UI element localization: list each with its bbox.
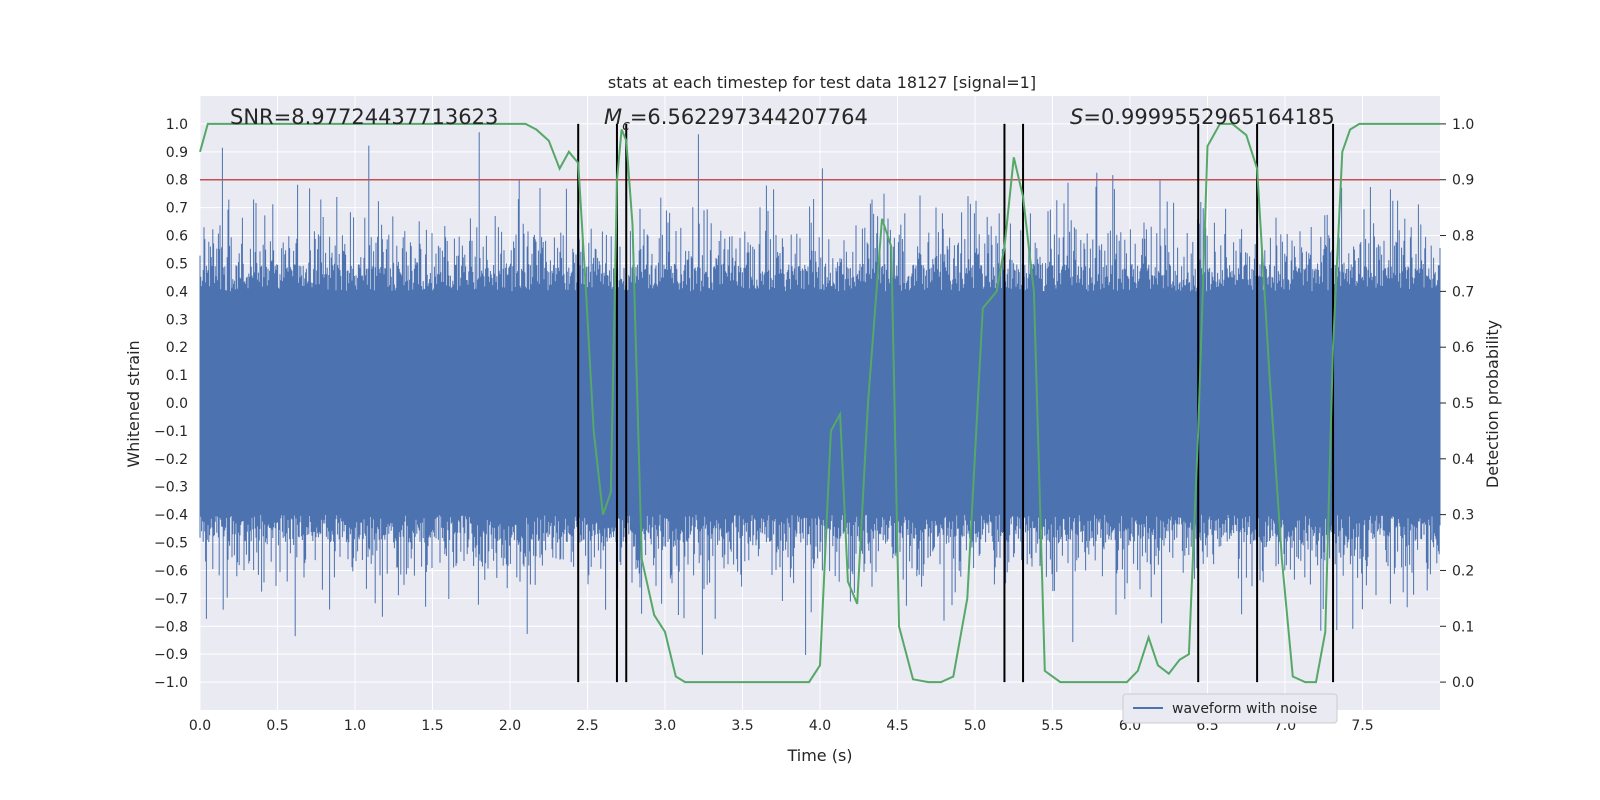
waveform-line	[199, 132, 1441, 655]
legend: waveform with noise	[1122, 693, 1338, 724]
y2-tick-label: 1.0	[1452, 117, 1474, 133]
statistic-symbol: S	[1070, 105, 1083, 129]
y-tick-label: −0.2	[154, 452, 188, 468]
chirp-mass-value: =6.562297344207764	[630, 105, 868, 129]
y-tick-label: −1.0	[154, 675, 188, 691]
legend-label: waveform with noise	[1172, 701, 1317, 717]
y-tick-label: −0.7	[154, 591, 188, 607]
x-tick-label: 5.0	[964, 718, 986, 734]
y-tick-label: −0.3	[154, 480, 188, 496]
statistic-value: =0.9999552965164185	[1083, 105, 1334, 129]
x-tick-label: 1.0	[344, 718, 366, 734]
chirp-mass-annotation: Mc=6.562297344207764	[604, 105, 868, 134]
y-tick-label: −0.9	[154, 647, 188, 663]
y-tick-label: 0.5	[166, 256, 188, 272]
statistic-annotation: S=0.9999552965164185	[1070, 105, 1335, 129]
x-tick-label: 4.5	[886, 718, 908, 734]
chirp-mass-symbol: M	[604, 105, 622, 129]
y2-tick-label: 0.1	[1452, 619, 1474, 635]
x-tick-label: 5.5	[1041, 718, 1063, 734]
y2-tick-label: 0.3	[1452, 508, 1474, 524]
waveform-series	[199, 132, 1441, 655]
x-tick-label: 1.5	[421, 718, 443, 734]
x-tick-label: 0.5	[266, 718, 288, 734]
y-tick-label: 0.3	[166, 312, 188, 328]
y-tick-label: 0.0	[166, 396, 188, 412]
y-tick-label: 1.0	[166, 117, 188, 133]
y-tick-label: 0.8	[166, 173, 188, 189]
y2-tick-label: 0.9	[1452, 173, 1474, 189]
x-tick-label: 3.5	[731, 718, 753, 734]
y2-tick-labels: 1.0 0.9 0.8 0.7 0.6 0.5 0.4 0.3 0.2 0.1 0.0	[1440, 117, 1474, 691]
snr-annotation: SNR=8.97724437713623	[230, 105, 498, 129]
y-tick-label: 0.7	[166, 201, 188, 217]
y-tick-label: 0.4	[166, 284, 188, 300]
y-tick-label: 0.9	[166, 145, 188, 161]
detection-probability-line	[199, 122, 1440, 684]
x-tick-label: 7.5	[1351, 718, 1373, 734]
y-tick-label: −0.8	[154, 619, 188, 635]
y2-tick-label: 0.6	[1452, 340, 1474, 356]
y-tick-label: −0.1	[154, 424, 188, 440]
y2-tick-label: 0.0	[1452, 675, 1474, 691]
x-tick-label: 4.0	[809, 718, 831, 734]
chart-title: stats at each timestep for test data 181…	[608, 73, 1036, 92]
legend-box	[1122, 693, 1338, 724]
x-tick-label: 3.0	[654, 718, 676, 734]
y-tick-label: −0.5	[154, 536, 188, 552]
y-tick-labels: 1.0 0.9 0.8 0.7 0.6 0.5 0.4 0.3 0.2 0.1 0.0 −0.1 −0.…	[154, 117, 188, 691]
detection-probability-series	[199, 122, 1440, 684]
y2-tick-label: 0.5	[1452, 396, 1474, 412]
y2-tick-label: 0.7	[1452, 284, 1474, 300]
y2-axis-label: Detection probability	[1483, 320, 1502, 488]
x-tick-label: 0.0	[189, 718, 211, 734]
x-axis-label: Time (s)	[786, 746, 852, 765]
y-tick-label: 0.6	[166, 229, 188, 245]
y2-tick-label: 0.4	[1452, 452, 1474, 468]
y2-tick-label: 0.2	[1452, 563, 1474, 579]
y-tick-label: 0.2	[166, 340, 188, 356]
y2-tick-label: 0.8	[1452, 229, 1474, 245]
x-tick-label: 2.0	[499, 718, 521, 734]
x-tick-label: 2.5	[576, 718, 598, 734]
chirp-mass-subscript: c	[622, 118, 630, 134]
y-tick-label: −0.4	[154, 508, 188, 524]
y-tick-label: −0.6	[154, 563, 188, 579]
y-axis-label: Whitened strain	[124, 340, 143, 467]
y-tick-label: 0.1	[166, 368, 188, 384]
